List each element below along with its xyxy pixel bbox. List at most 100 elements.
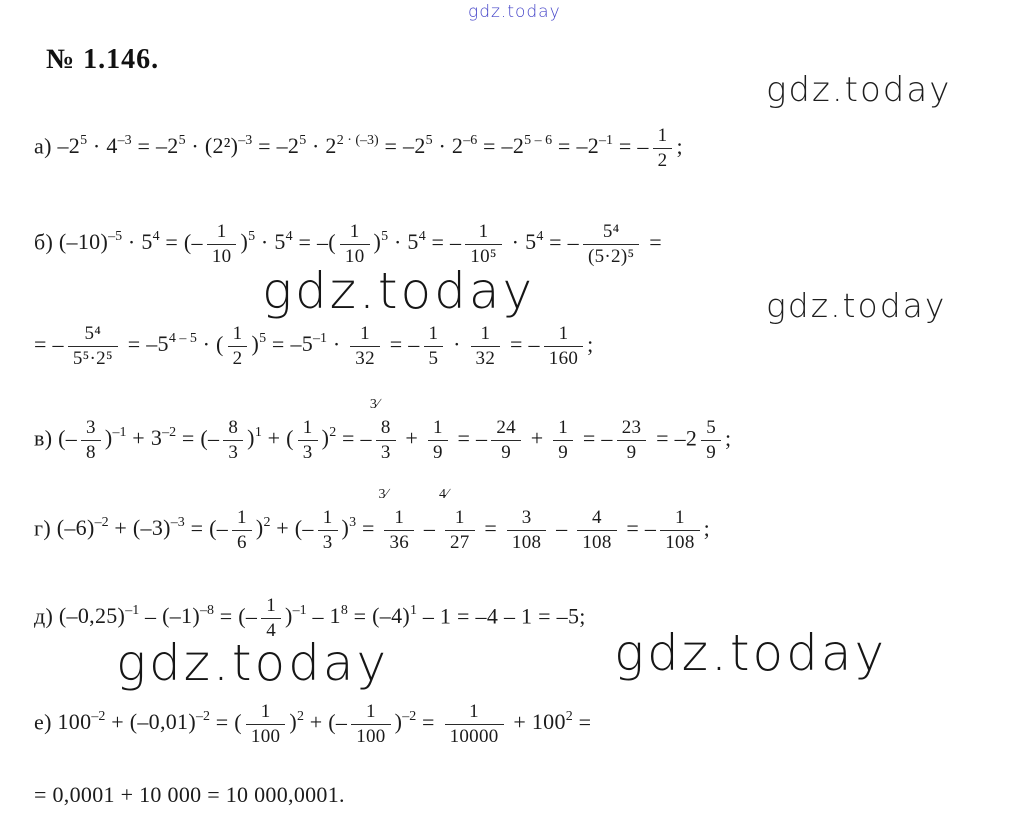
math-power: )–1 [105, 425, 127, 450]
fraction-numerator: 3 [521, 507, 532, 528]
power-base: 100 [57, 709, 92, 735]
fraction-numerator: 1 [237, 507, 247, 528]
power-exponent: 2 [296, 709, 304, 725]
math-text: = – [543, 229, 579, 255]
math-power: 54 [141, 229, 159, 254]
fraction-numerator: 5⁴ [602, 221, 620, 242]
power-base: 5 [407, 229, 419, 255]
power-exponent: –6 [463, 133, 478, 149]
math-fraction: 5⁴ 5⁵·2⁵ [67, 324, 118, 369]
fraction-denominator: 9 [616, 439, 647, 463]
math-line-d: д) (–0,25)–1 – (–1)–8 = (– 1 4)–1 – 18 = (… [34, 596, 586, 641]
math-power: 100–2 [58, 709, 106, 734]
math-power: )2 [322, 425, 337, 450]
math-fraction: 4 108 [577, 508, 617, 553]
fraction-numerator: 1 [657, 125, 668, 146]
power-exponent: –5 [108, 229, 123, 245]
math-text: · [185, 133, 205, 159]
power-base: (–10) [58, 229, 109, 255]
math-text: = [643, 229, 662, 255]
fraction-denominator: 6 [232, 529, 252, 553]
math-text: ; [676, 133, 683, 159]
fraction-numerator: 1 [558, 417, 569, 438]
math-fraction: 1 10⁵ [465, 222, 502, 267]
math-text: + (– [270, 515, 314, 541]
power-base: –5 [146, 331, 169, 357]
math-text: = – [577, 425, 613, 451]
math-fraction: 1 10000 [444, 702, 504, 747]
math-power: 4–3 [106, 133, 131, 158]
power-exponent: –1 [112, 425, 127, 441]
power-base: 2 [451, 133, 464, 159]
fraction-numerator: 1 [216, 221, 227, 242]
power-base: –2 [403, 133, 426, 159]
power-base: ) [321, 425, 330, 451]
math-power: (–1)–8 [162, 603, 214, 628]
power-exponent: 4 [152, 229, 160, 245]
math-fraction: 1 10 [206, 221, 237, 267]
common-denominator-mark: 4∕ [438, 487, 449, 502]
power-exponent: –1 [599, 133, 614, 149]
math-text: = [356, 515, 381, 541]
power-base: –2 [155, 133, 179, 159]
fraction-numerator: 1 [360, 323, 370, 344]
math-fraction: 3 108 [506, 507, 547, 553]
fraction-numerator: 1 [478, 221, 489, 242]
math-text: = – [451, 425, 488, 451]
math-fraction: 1 100 [351, 701, 391, 747]
fraction-denominator: 10 [206, 243, 237, 267]
math-power: )–2 [395, 709, 417, 734]
power-base: (–0,01) [129, 709, 196, 735]
power-exponent: 1 [254, 425, 262, 441]
math-text: = – [34, 331, 64, 357]
math-line-g: г) (–6)–2 + (–3)–3 = (– 1 6)2 + (– 1 3)3 = 3… [34, 488, 710, 553]
power-base: ) [104, 425, 113, 451]
power-exponent: 2 [565, 709, 573, 725]
power-exponent: 8 [340, 603, 348, 619]
math-text: = – [383, 331, 420, 357]
fraction-numerator: 1 [232, 323, 243, 344]
fraction-denominator: 100 [351, 723, 391, 747]
power-base: –2 [276, 133, 300, 159]
fraction-denominator: 9 [427, 439, 448, 463]
problem-number: № 1.146. [46, 44, 160, 75]
math-line-v: в) (– 3 8)–1 + 3–2 = (– 8 3)1 + (1 3)2 = –3∕ 8… [34, 398, 731, 463]
math-fraction: 1 160 [543, 324, 584, 369]
math-power: 54 [274, 229, 292, 254]
power-base: ) [251, 331, 260, 357]
power-base: 4 [106, 133, 118, 159]
power-exponent: –3 [170, 515, 185, 531]
math-fraction: 3∕ 1 36 [378, 488, 415, 553]
fraction-denominator: 3 [317, 529, 338, 553]
power-base: ) [394, 709, 403, 735]
math-power: )5 [240, 229, 255, 254]
math-power: (2²)–3 [205, 133, 252, 158]
power-base: 3 [150, 425, 163, 451]
power-base: (2²) [204, 133, 239, 159]
math-power: –25 [403, 133, 433, 158]
fraction-denominator: 100 [245, 723, 286, 747]
math-power: –2–1 [576, 133, 613, 158]
fraction-denominator: 27 [444, 529, 475, 553]
fraction-numerator: 8 [380, 417, 391, 438]
fraction-denominator: 9 [701, 439, 722, 463]
math-text: · [505, 229, 526, 255]
power-base: (–4) [372, 603, 411, 629]
power-base: 100 [531, 709, 566, 735]
power-exponent: –3 [117, 133, 132, 149]
fraction-numerator: 1 [366, 701, 376, 722]
watermark-right-bottom: gdz.today [614, 624, 888, 682]
math-fraction: 5⁴ (5·2)⁵ [582, 221, 640, 267]
fraction-denominator: 9 [553, 439, 574, 463]
math-text: = 0,0001 + 10 000 = 10 000,0001. [34, 782, 345, 807]
math-fraction: 1 108 [660, 508, 700, 553]
watermark-right-top: gdz.today [766, 70, 952, 110]
power-base: 5 [525, 229, 537, 255]
math-fraction: 1 32 [470, 324, 501, 369]
